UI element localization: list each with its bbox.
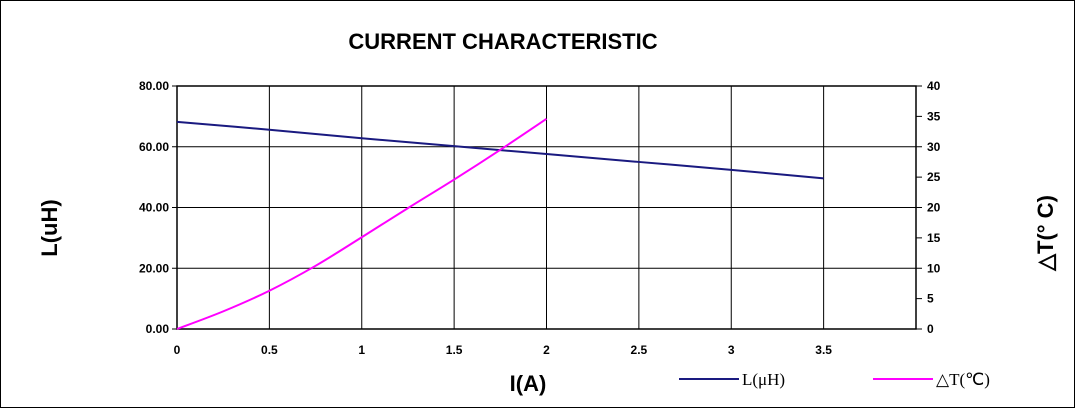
series-lines (176, 117, 824, 330)
grid (176, 85, 917, 330)
y2-tick-label: 15 (927, 231, 941, 245)
legend-label: △T(℃) (936, 370, 990, 389)
x-axis-label: I(A) (510, 371, 547, 396)
y-tick-label: 0.00 (146, 322, 170, 336)
y2-tick-label: 5 (927, 292, 934, 306)
y2-tick-label: 25 (927, 170, 941, 184)
y-tick-label: 80.00 (139, 79, 169, 93)
y2-tick-label: 20 (927, 201, 941, 215)
y-tick-label: 40.00 (139, 201, 169, 215)
y2-axis-label: △T(° C) (1033, 195, 1058, 272)
y2-tick-label: 0 (927, 322, 934, 336)
y2-tick-label: 10 (927, 261, 941, 275)
series-line-temperature (176, 117, 548, 330)
x-tick-label: 1.5 (446, 343, 463, 357)
y-tick-label: 60.00 (139, 140, 169, 154)
x-tick-label: 2.5 (631, 343, 648, 357)
y-axis-label: L(uH) (37, 199, 62, 256)
y-tick-label: 20.00 (139, 261, 169, 275)
y2-tick-label: 30 (927, 140, 941, 154)
x-tick-label: 1 (358, 343, 365, 357)
legend-label: L(μH) (742, 370, 785, 389)
x-tick-label: 3 (728, 343, 735, 357)
x-tick-label: 0 (174, 343, 181, 357)
x-tick-label: 3.5 (815, 343, 832, 357)
chart-title: CURRENT CHARACTERISTIC (348, 29, 657, 54)
x-tick-label: 0.5 (261, 343, 278, 357)
tick-labels: 0 0.5 1 1.5 2 2.5 3 3.5 0.00 20.00 40.00 60.00 80.00… (139, 79, 941, 357)
y2-tick-label: 40 (927, 79, 941, 93)
x-tick-label: 2 (543, 343, 550, 357)
y2-tick-label: 35 (927, 109, 941, 123)
legend: L(μH) △T(℃) (679, 370, 990, 389)
